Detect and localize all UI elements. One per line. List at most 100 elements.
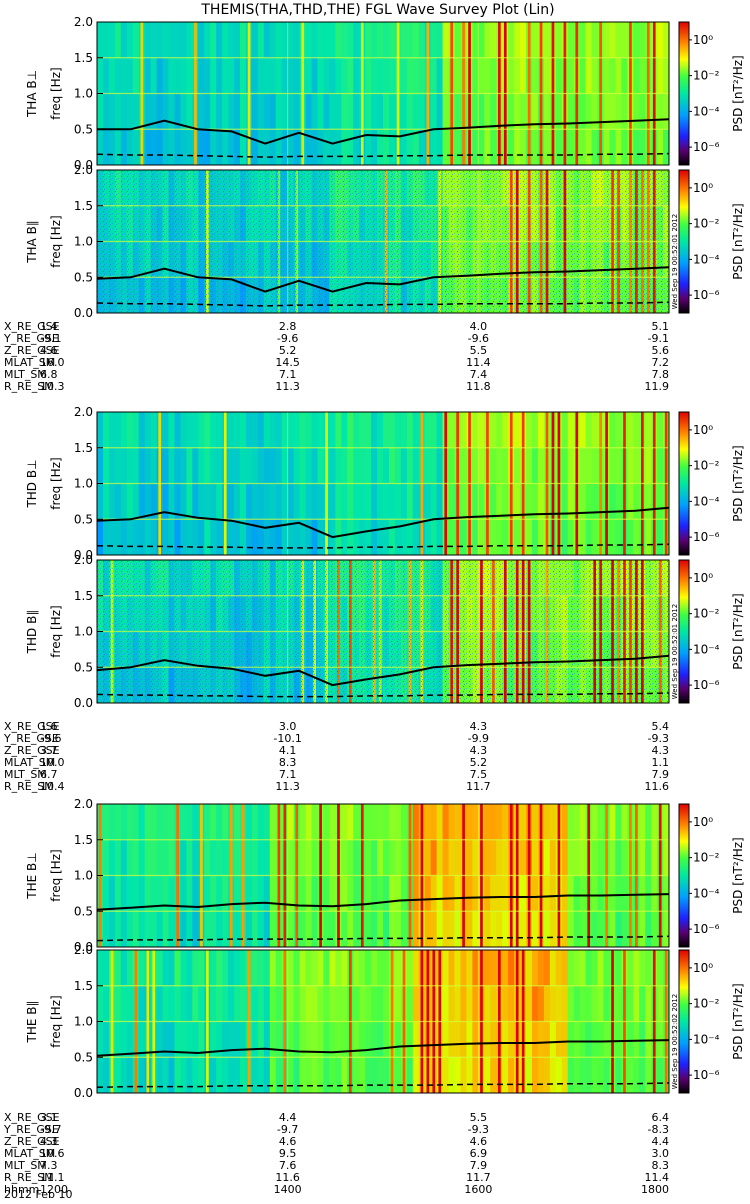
ytick-label: 1.0 [74,235,93,249]
ephemeris-value: -9.7 [277,1123,298,1136]
ytick-label: 1.0 [74,869,93,883]
date-label: 2012 Feb 10 [4,1188,72,1200]
colorbar-tha_par: 10⁰ 10⁻² 10⁻⁴ 10⁻⁶ PSD [nT²/Hz] [678,169,745,314]
ytick-label: 1.5 [74,51,93,65]
ephemeris-value: 11.8 [466,380,491,393]
ephemeris-value: 7.5 [470,768,488,781]
dashed-line-thd_perp [96,543,670,549]
ephemeris-row-label: R_RE_SM [4,380,54,393]
gyro-line-the_par [96,1039,670,1057]
ephemeris-value: 8.3 [652,1159,670,1172]
panel-thd_par: 0.0 0.5 1.0 1.5 2.0 THD B∥ freq [Hz] 10⁰ 10⁻² 10⁻… [25,553,745,710]
colorbar-label: PSD [nT²/Hz] [731,983,745,1059]
ephemeris-row-label: Y_RE_GSE [3,1123,59,1136]
ephemeris-value: 4.3 [40,1135,58,1148]
ephemeris-value: 8.3 [279,756,297,769]
ephemeris-value: 11.7 [466,780,491,793]
colorbar-tick-label: 10⁰ [693,181,713,195]
ytick-label: 0.0 [74,1086,93,1100]
ephemeris-value: -9.6 [40,732,61,745]
colorbar-tick-label: 10⁰ [693,423,713,437]
ephemeris-value: 5.5 [470,344,488,357]
ephemeris-value: 4.6 [279,1135,297,1148]
ytick-label: 1.5 [74,833,93,847]
panel-tha_perp: 0.0 0.5 1.0 1.5 2.0 THA B⊥ freq [Hz] 10⁰ 10⁻² 10⁻… [25,15,745,172]
ephemeris-value: -10.1 [273,732,301,745]
colorbar-tick-label: 10⁻⁴ [693,252,720,266]
panel-ylabel: THD B∥ [25,610,39,655]
ephemeris-value: 4.3 [652,744,670,757]
colorbar-tick-label: 10⁻⁶ [693,922,720,936]
colorbar-tick-label: 10⁻² [693,997,720,1011]
time-tick-label: 1200 [40,1183,68,1196]
colorbar-tick-label: 10⁻² [693,69,720,83]
colorbar-label: PSD [nT²/Hz] [731,203,745,279]
ytick-label: 1.0 [74,87,93,101]
ephemeris-value: 7.1 [279,368,297,381]
gridlines-thd_perp [97,412,669,555]
ephemeris-value: -9.7 [40,1123,61,1136]
colorbar-tick-label: 10⁻⁶ [693,140,720,154]
colorbar-label: PSD [nT²/Hz] [731,837,745,913]
ytick-label: 0.5 [74,270,93,284]
ytick-label: 2.0 [74,797,93,811]
ephemeris-row-label: R_RE_SM [4,1171,54,1184]
ephemeris-value: 11.6 [645,780,670,793]
ephemeris-value: 7.9 [652,768,670,781]
ephemeris-value: 6.4 [652,1111,670,1124]
timestamp-label: Wed Sep 19 00:52:01 2012 [671,604,679,700]
timestamp-label: Wed Sep 19 00:52:01 2012 [671,214,679,310]
colorbar-tick-label: 10⁻⁴ [693,1032,720,1046]
ephemeris-value: 6.8 [40,368,58,381]
freq-axis-label: freq [Hz] [49,995,63,1047]
ytick-label: 0.5 [74,512,93,526]
panel-ylabel: THE B∥ [25,1001,39,1044]
ephemeris-value: 11.3 [275,380,300,393]
ytick-label: 2.0 [74,553,93,567]
ytick-label: 0.5 [74,122,93,136]
freq-axis-label: freq [Hz] [49,457,63,509]
freq-axis-label: freq [Hz] [49,215,63,267]
ephemeris-value: 6.7 [40,768,58,781]
ephemeris-value: 3.0 [279,720,297,733]
ephemeris-row-label: MLT_SM [4,1159,47,1172]
ephemeris-row-label: R_RE_SM [4,780,54,793]
ephemeris-value: 4.3 [470,720,488,733]
dashed-line-tha_par [96,301,670,307]
colorbar-thd_perp: 10⁰ 10⁻² 10⁻⁴ 10⁻⁶ PSD [nT²/Hz] [678,411,745,556]
ephemeris-value: 11.3 [275,780,300,793]
ephemeris-value: 11.4 [466,356,491,369]
ephemeris-value: 16.0 [40,356,65,369]
ephemeris-value: -9.1 [648,332,669,345]
gridlines-tha_perp [97,22,669,165]
ytick-label: 2.0 [74,163,93,177]
ephemeris-value: 7.2 [652,356,670,369]
ephemeris-value: 3.0 [652,1147,670,1160]
freq-axis-label: freq [Hz] [49,849,63,901]
ephemeris-value: -9.3 [468,1123,489,1136]
ephemeris-row-label: MLT_SM [4,368,47,381]
spectrogram-panels: 0.0 0.5 1.0 1.5 2.0 THA B⊥ freq [Hz] 10⁰ 10⁻² 10⁻… [25,15,745,1100]
colorbar-label: PSD [nT²/Hz] [731,55,745,131]
gridlines-tha_par [97,170,669,313]
time-axis-label: hhmm [4,1183,39,1196]
ephemeris-value: 4.4 [652,1135,670,1148]
colorbar-tick-label: 10⁰ [693,33,713,47]
dashed-line-the_perp [96,935,670,942]
gridlines-the_par [97,950,669,1093]
freq-axis-label: freq [Hz] [49,605,63,657]
colorbar-tick-label: 10⁻⁶ [693,530,720,544]
ytick-label: 1.5 [74,979,93,993]
ephemeris-value: 5.6 [652,344,670,357]
ephemeris-value: 10.3 [40,380,65,393]
colorbar-tick-label: 10⁻⁴ [693,494,720,508]
ytick-label: 1.5 [74,199,93,213]
gyro-line-tha_par [96,266,670,293]
colorbar-tick-label: 10⁻² [693,459,720,473]
ephemeris-value: 11.4 [645,1171,670,1184]
ephemeris-value: 7.1 [279,768,297,781]
ephemeris-row-label: MLAT_SM [4,356,55,369]
gridlines-the_perp [97,804,669,947]
